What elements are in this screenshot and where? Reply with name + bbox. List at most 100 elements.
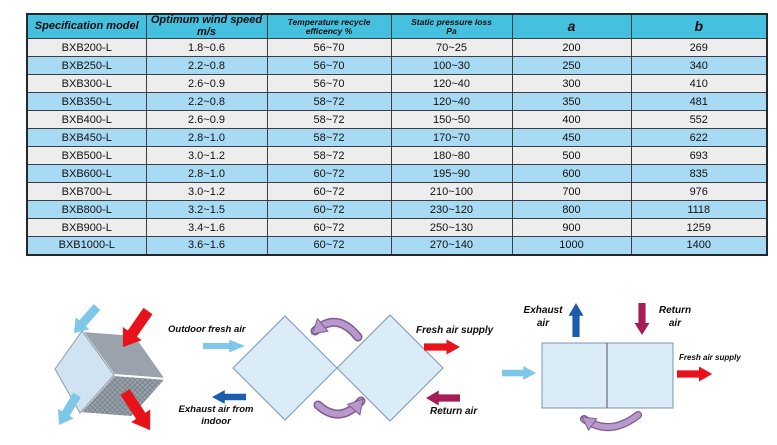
column-header-static-pressure-loss: Static pressure loss Pa <box>390 13 513 40</box>
table-cell: 622 <box>630 128 768 148</box>
table-cell: 170~70 <box>390 128 513 148</box>
table-cell: BXB200-L <box>26 38 147 58</box>
table-cell: 120~40 <box>390 92 513 112</box>
table-cell: BXB900-L <box>26 218 147 238</box>
table-cell: BXB1000-L <box>26 236 147 256</box>
table-cell: 410 <box>630 74 768 94</box>
outdoor-fresh-air-label: Outdoor fresh air <box>168 324 246 335</box>
crossflow-diagram <box>203 314 460 422</box>
table-row: BXB600-L 2.8~1.0 60~72 195~90 600 835 <box>26 164 768 184</box>
table-cell: BXB600-L <box>26 164 147 184</box>
table-cell: 1400 <box>630 236 768 256</box>
return-air-label: Return air <box>430 406 478 417</box>
table-row: BXB450-L 2.8~1.0 58~72 170~70 450 622 <box>26 128 768 148</box>
table-cell: 2.2~0.8 <box>145 56 268 76</box>
table-cell: 552 <box>630 110 768 130</box>
spec-table: Specification model Optimum wind speed m… <box>26 13 768 256</box>
spec-table-body: BXB200-L 1.8~0.6 56~70 70~25 200 269 BXB250-L 2… <box>26 38 768 256</box>
table-cell: 400 <box>511 110 632 130</box>
table-row: BXB300-L 2.6~0.9 56~70 120~40 300 410 <box>26 74 768 94</box>
table-cell: 180~80 <box>390 146 513 166</box>
fresh-air-supply-arrow-icon <box>677 366 713 382</box>
table-cell: 250 <box>511 56 632 76</box>
table-cell: 269 <box>630 38 768 58</box>
table-cell: 56~70 <box>266 56 392 76</box>
table-cell: 2.6~0.9 <box>145 110 268 130</box>
table-cell: 1000 <box>511 236 632 256</box>
table-cell: 500 <box>511 146 632 166</box>
table-row: BXB200-L 1.8~0.6 56~70 70~25 200 269 <box>26 38 768 58</box>
table-cell: 210~100 <box>390 182 513 202</box>
table-cell: 120~40 <box>390 74 513 94</box>
rotation-arrow-bottom-icon <box>313 396 366 419</box>
table-cell: 693 <box>630 146 768 166</box>
table-cell: BXB500-L <box>26 146 147 166</box>
fresh-air-supply-arrow-icon <box>424 339 460 355</box>
table-row: BXB250-L 2.2~0.8 56~70 100~30 250 340 <box>26 56 768 76</box>
column-header-a: a <box>511 13 632 40</box>
column-header-optimum-wind-speed: Optimum wind speed m/s <box>145 13 268 40</box>
return-air-down-arrow-icon <box>634 303 650 335</box>
table-cell: 70~25 <box>390 38 513 58</box>
table-cell: 900 <box>511 218 632 238</box>
exchanger-panel-left <box>232 315 338 421</box>
table-cell: 2.6~0.9 <box>145 74 268 94</box>
table-cell: 58~72 <box>266 146 392 166</box>
table-row: BXB700-L 3.0~1.2 60~72 210~100 700 976 <box>26 182 768 202</box>
table-cell: 835 <box>630 164 768 184</box>
table-cell: 150~50 <box>390 110 513 130</box>
table-cell: 2.2~0.8 <box>145 92 268 112</box>
table-cell: 450 <box>511 128 632 148</box>
fresh-air-supply-label: Fresh air supply <box>416 325 494 336</box>
table-row: BXB500-L 3.0~1.2 58~72 180~80 500 693 <box>26 146 768 166</box>
table-cell: 300 <box>511 74 632 94</box>
table-row: BXB800-L 3.2~1.5 60~72 230~120 800 1118 <box>26 200 768 220</box>
table-cell: BXB700-L <box>26 182 147 202</box>
exhaust-air-up-arrow-icon <box>568 303 584 337</box>
table-cell: 270~140 <box>390 236 513 256</box>
table-cell: 3.6~1.6 <box>145 236 268 256</box>
return-air-arrow-icon <box>426 390 460 406</box>
intake-air-arrow-icon <box>502 366 536 380</box>
table-cell: 976 <box>630 182 768 202</box>
exhaust-air-arrow-icon <box>212 390 246 404</box>
table-cell: 58~72 <box>266 110 392 130</box>
table-cell: 600 <box>511 164 632 184</box>
exhaust-air-from-indoor-label: Exhaust air from indoor <box>178 404 254 427</box>
table-cell: 2.8~1.0 <box>145 128 268 148</box>
table-cell: 340 <box>630 56 768 76</box>
table-cell: BXB800-L <box>26 200 147 220</box>
table-header-row: Specification model Optimum wind speed m… <box>26 13 768 40</box>
table-cell: 481 <box>630 92 768 112</box>
table-cell: 3.2~1.5 <box>145 200 268 220</box>
table-cell: BXB300-L <box>26 74 147 94</box>
table-cell: 350 <box>511 92 632 112</box>
table-cell: 58~72 <box>266 128 392 148</box>
table-cell: 800 <box>511 200 632 220</box>
table-cell: 200 <box>511 38 632 58</box>
table-cell: 56~70 <box>266 38 392 58</box>
table-cell: 1118 <box>630 200 768 220</box>
table-cell: BXB450-L <box>26 128 147 148</box>
table-row: BXB900-L 3.4~1.6 60~72 250~130 900 1259 <box>26 218 768 238</box>
table-cell: 250~130 <box>390 218 513 238</box>
table-cell: 1259 <box>630 218 768 238</box>
table-cell: 2.8~1.0 <box>145 164 268 184</box>
column-header-temperature-recycle: Temperature recycle efficency % <box>266 13 392 40</box>
table-cell: 60~72 <box>266 182 392 202</box>
table-cell: BXB250-L <box>26 56 147 76</box>
table-cell: 1.8~0.6 <box>145 38 268 58</box>
table-row: BXB1000-L 3.6~1.6 60~72 270~140 1000 1400 <box>26 236 768 256</box>
table-cell: BXB350-L <box>26 92 147 112</box>
table-cell: 3.0~1.2 <box>145 182 268 202</box>
table-cell: 56~70 <box>266 74 392 94</box>
unit-diagram <box>502 303 713 432</box>
table-cell: 3.4~1.6 <box>145 218 268 238</box>
spec-table-container: Specification model Optimum wind speed m… <box>26 13 768 256</box>
table-cell: 700 <box>511 182 632 202</box>
rotation-arrow-top-icon <box>310 317 363 342</box>
column-header-b: b <box>630 13 768 40</box>
column-header-specification-model: Specification model <box>26 13 147 40</box>
exhaust-air-label: Exhaust air <box>523 305 563 329</box>
